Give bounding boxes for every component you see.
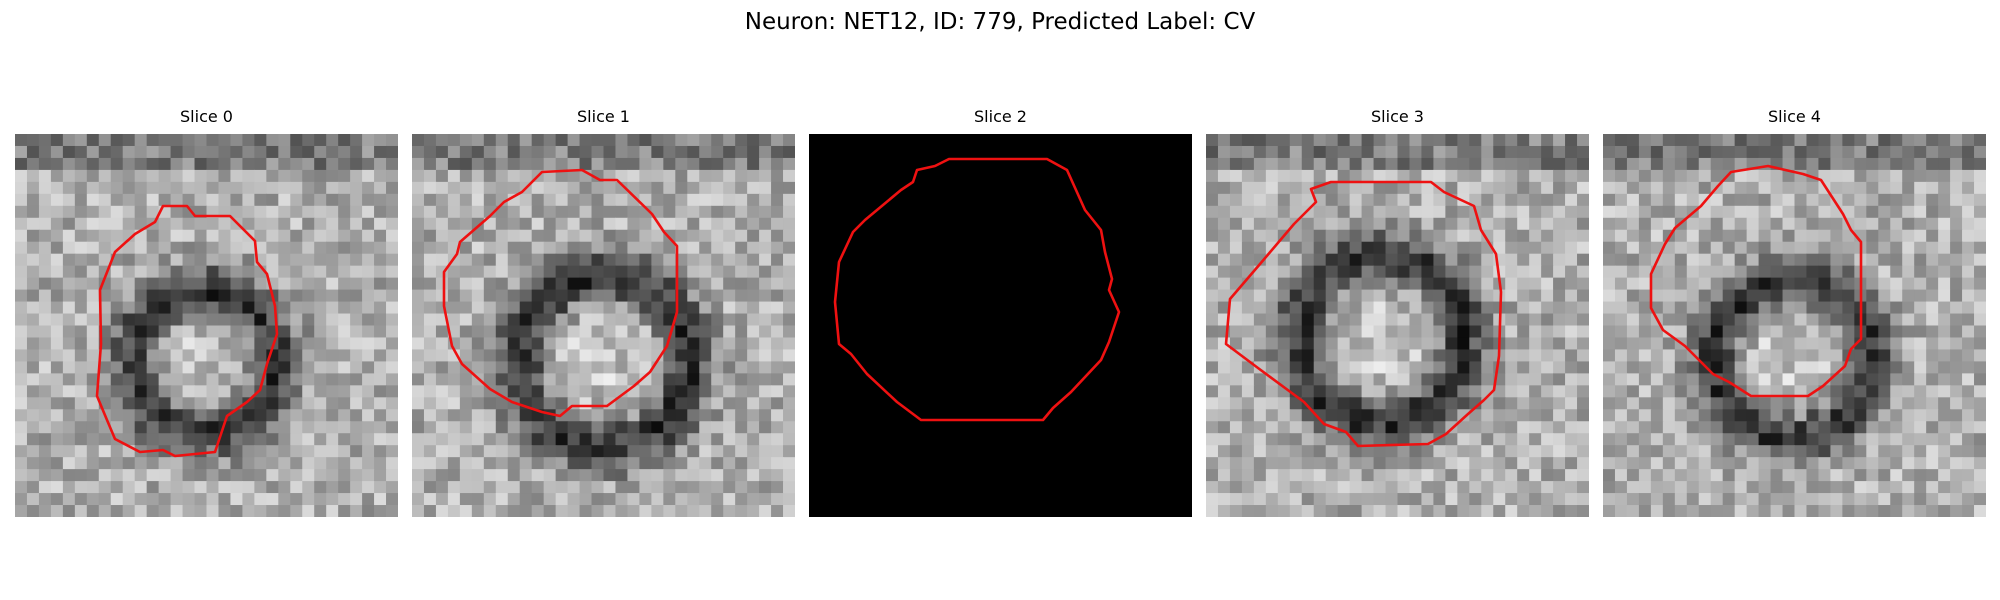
figure-title: Neuron: NET12, ID: 779, Predicted Label:… — [744, 9, 1256, 35]
slice-title: Slice 2 — [974, 107, 1027, 126]
slice-image-svg — [1206, 134, 1589, 517]
segmentation-outline — [1224, 180, 1503, 448]
slice-image — [15, 134, 398, 517]
slice-image — [1206, 134, 1589, 517]
segmentation-outline — [95, 204, 279, 458]
segmentation-outline — [833, 157, 1121, 422]
slice-image — [412, 134, 795, 517]
slice-image-svg — [15, 134, 398, 517]
segmentation-outline — [1649, 164, 1863, 398]
slice-image-svg — [412, 134, 795, 517]
slice-title: Slice 3 — [1371, 107, 1424, 126]
em-texture — [1206, 134, 1589, 517]
slice-title: Slice 1 — [577, 107, 630, 126]
black-background — [809, 134, 1192, 517]
slice-image — [809, 134, 1192, 517]
slice-title: Slice 4 — [1768, 107, 1821, 126]
em-texture — [1603, 134, 1986, 517]
em-texture — [15, 134, 398, 517]
slice-image-svg — [1603, 134, 1986, 517]
slice-image-svg — [809, 134, 1192, 517]
slice-image — [1603, 134, 1986, 517]
em-texture — [412, 134, 795, 517]
slice-title: Slice 0 — [180, 107, 233, 126]
segmentation-outline — [442, 168, 679, 418]
